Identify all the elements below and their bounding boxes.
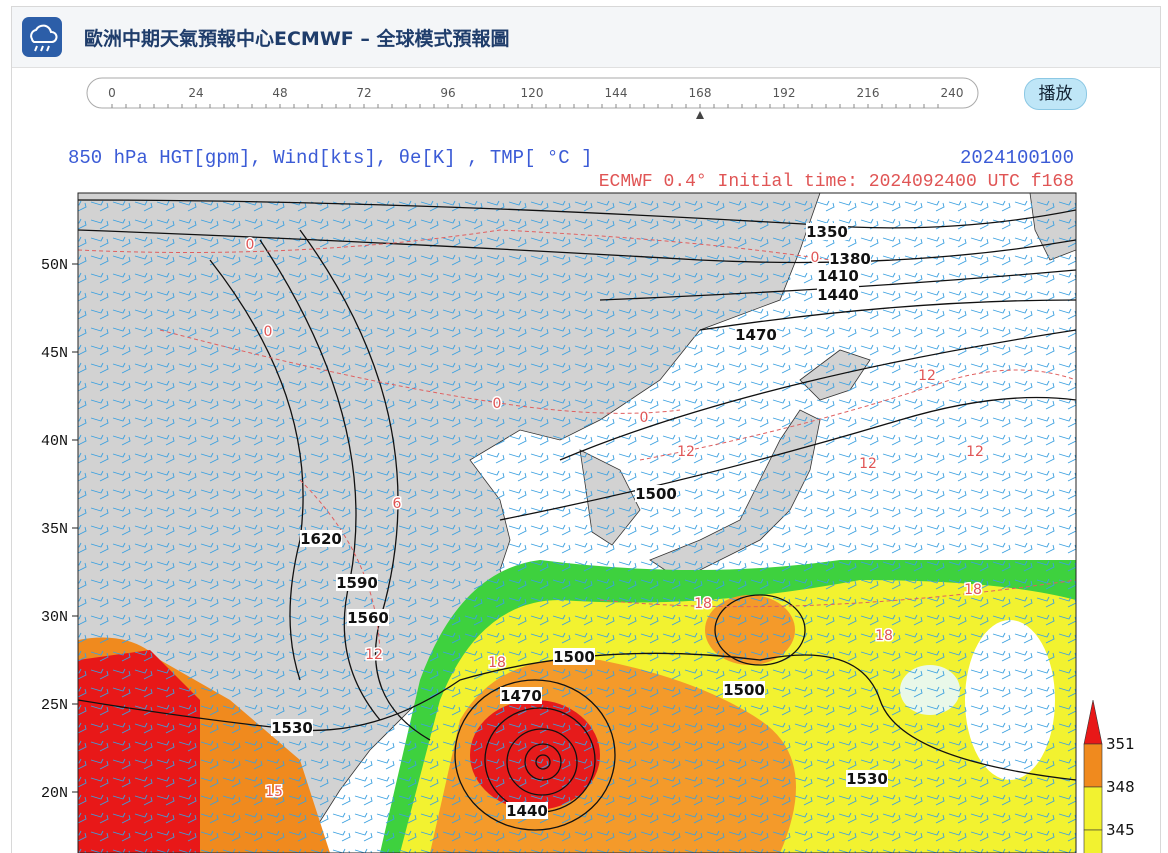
timeline-tick-label: 96 bbox=[440, 86, 455, 100]
header: 歐洲中期天氣預報中心ECMWF – 全球模式預報圖 bbox=[12, 7, 1160, 68]
height-label-bg bbox=[817, 267, 859, 284]
latitude-label: 25N bbox=[41, 697, 68, 714]
height-label-bg bbox=[723, 681, 765, 698]
height-label: 1470 bbox=[500, 687, 542, 705]
temperature-label: 18 bbox=[964, 582, 982, 598]
height-label: 1500 bbox=[723, 681, 765, 699]
timeline-tick-label: 24 bbox=[188, 86, 203, 100]
height-label: 1530 bbox=[846, 770, 888, 788]
temperature-label: 18 bbox=[488, 655, 506, 671]
map-subtitle: ECMWF 0.4° Initial time: 2024092400 UTC … bbox=[599, 172, 1074, 192]
temperature-label: 0 bbox=[493, 396, 502, 412]
temperature-label: 0 bbox=[246, 237, 255, 253]
timeline-tick-label: 0 bbox=[108, 86, 116, 100]
colorbar-label: 348 bbox=[1106, 778, 1135, 796]
page-title: 歐洲中期天氣預報中心ECMWF – 全球模式預報圖 bbox=[84, 28, 510, 50]
height-label: 1620 bbox=[300, 530, 342, 548]
height-label-bg bbox=[846, 770, 888, 787]
height-label: 1590 bbox=[336, 574, 378, 592]
temperature-label: 12 bbox=[859, 456, 877, 472]
temperature-label: 12 bbox=[918, 368, 936, 384]
height-label: 1500 bbox=[553, 648, 595, 666]
app-icon bbox=[22, 17, 62, 57]
height-label-bg bbox=[817, 286, 859, 303]
latitude-label: 45N bbox=[41, 345, 68, 362]
temperature-label: 6 bbox=[393, 496, 402, 512]
temperature-label: 12 bbox=[966, 444, 984, 460]
timeline-ticks: 0 24 48 72 96 120 144 168 192 216 240 bbox=[108, 86, 963, 108]
valid-time: 2024100100 bbox=[960, 147, 1074, 169]
height-label-bg bbox=[271, 719, 313, 736]
colorbar bbox=[1083, 699, 1103, 853]
colorbar-label: 345 bbox=[1106, 821, 1135, 839]
timeline-tick-label: 120 bbox=[521, 86, 544, 100]
timeline-tick-label: 48 bbox=[272, 86, 287, 100]
height-label-bg bbox=[500, 687, 542, 704]
temperature-label: 15 bbox=[265, 784, 283, 800]
height-label: 1560 bbox=[347, 609, 389, 627]
map-frame bbox=[77, 192, 1077, 853]
timeline-tick-label: 192 bbox=[773, 86, 796, 100]
temperature-label: 18 bbox=[875, 628, 893, 644]
height-label: 1410 bbox=[817, 267, 859, 285]
latitude-label: 30N bbox=[41, 609, 68, 626]
height-label: 1380 bbox=[829, 250, 871, 268]
height-label-bg bbox=[336, 574, 378, 591]
map: 1350138014101440147015001620159015601530… bbox=[78, 193, 1076, 853]
height-label: 1470 bbox=[735, 326, 777, 344]
height-label-bg bbox=[806, 223, 848, 240]
height-label-bg bbox=[735, 326, 777, 343]
height-label-bg bbox=[553, 648, 595, 665]
height-label-bg bbox=[829, 250, 871, 267]
temperature-label: 12 bbox=[365, 647, 383, 663]
timeline-marker[interactable] bbox=[696, 111, 704, 119]
timeline-tick-label: 216 bbox=[857, 86, 880, 100]
colorbar-label: 351 bbox=[1106, 735, 1135, 753]
latitude-label: 35N bbox=[41, 521, 68, 538]
temperature-label: 0 bbox=[811, 250, 820, 266]
height-label-bg bbox=[300, 530, 342, 547]
height-label: 1500 bbox=[635, 485, 677, 503]
map-title: 850 hPa HGT[gpm], Wind[kts], θe[K] , TMP… bbox=[68, 147, 593, 169]
temperature-label: 12 bbox=[677, 444, 695, 460]
temperature-label: 18 bbox=[694, 596, 712, 612]
height-label-bg bbox=[347, 609, 389, 626]
height-label: 1440 bbox=[817, 286, 859, 304]
height-label: 1440 bbox=[506, 802, 548, 820]
timeline-tick-label: 240 bbox=[941, 86, 964, 100]
height-label: 1530 bbox=[271, 719, 313, 737]
latitude-label: 50N bbox=[41, 257, 68, 274]
timeline-tick-label: 168 bbox=[689, 86, 712, 100]
temperature-label: 0 bbox=[264, 324, 273, 340]
temperature-label: 0 bbox=[640, 410, 649, 426]
latitude-label: 20N bbox=[41, 785, 68, 802]
height-label: 1350 bbox=[806, 223, 848, 241]
play-button[interactable]: 播放 bbox=[1024, 78, 1087, 110]
timeline-tick-label: 72 bbox=[356, 86, 371, 100]
height-label-bg bbox=[635, 485, 677, 502]
height-label-bg bbox=[506, 802, 548, 819]
latitude-label: 40N bbox=[41, 433, 68, 450]
timeline-tick-label: 144 bbox=[605, 86, 628, 100]
